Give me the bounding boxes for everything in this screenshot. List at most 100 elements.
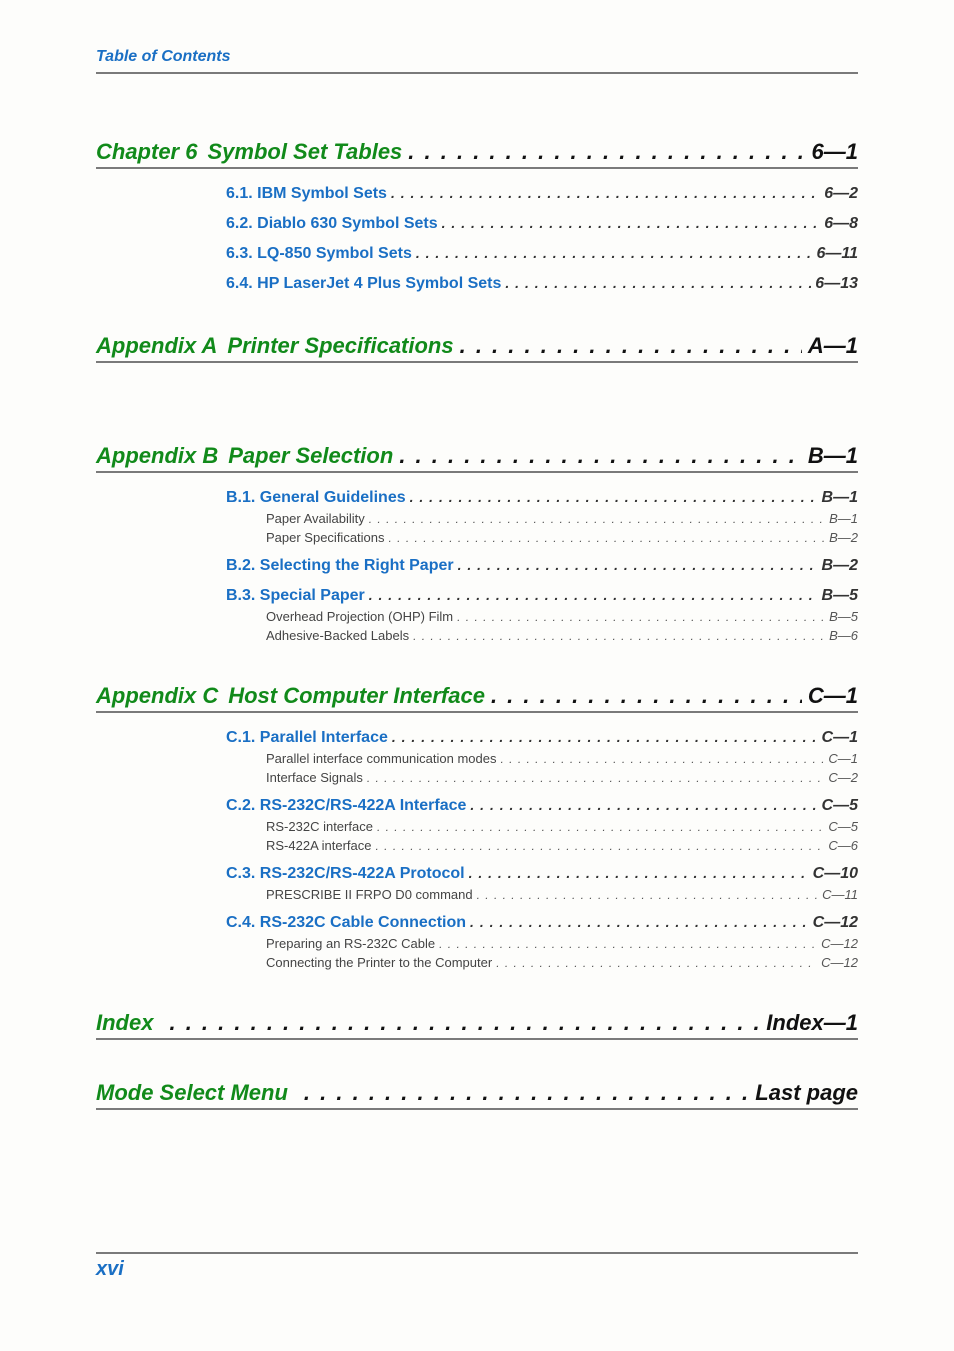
toc-subsub-list: RS-232C interface C—5 RS-422A interfaceC—6 bbox=[266, 819, 858, 853]
toc-section: Chapter 6Symbol Set Tables6—16.1. IBM Sy… bbox=[96, 139, 858, 293]
toc-leader-dots bbox=[416, 245, 813, 261]
toc-section-head[interactable]: Mode Select Menu Last page bbox=[96, 1080, 858, 1110]
toc-subsub-row[interactable]: Paper AvailabilityB—1 bbox=[266, 511, 858, 526]
toc-section-page: Index—1 bbox=[766, 1010, 858, 1036]
toc-subsub-page: C—11 bbox=[822, 887, 858, 902]
toc-section-page: 6—1 bbox=[812, 139, 858, 165]
toc-subsub-page: C—12 bbox=[821, 936, 858, 951]
toc-subsub-list: Parallel interface communication modes C—… bbox=[266, 751, 858, 785]
toc-sub-row[interactable]: 6.2. Diablo 630 Symbol Sets6—8 bbox=[226, 215, 858, 233]
toc-subsub-row[interactable]: Connecting the Printer to the Computer C—… bbox=[266, 955, 858, 970]
toc-sub-title: B.2. Selecting the Right Paper bbox=[226, 557, 454, 575]
toc-subsub-title: Connecting the Printer to the Computer bbox=[266, 955, 492, 970]
toc-sub-page: C—5 bbox=[822, 797, 858, 815]
footer: xvi bbox=[96, 1252, 858, 1281]
header-title: Table of Contents bbox=[96, 48, 858, 66]
toc-subsub-row[interactable]: Adhesive-Backed Labels B—6 bbox=[266, 628, 858, 643]
toc-subsub-title: RS-422A interface bbox=[266, 838, 372, 853]
toc-subsub-title: Parallel interface communication modes bbox=[266, 751, 497, 766]
toc-subsub-title: Adhesive-Backed Labels bbox=[266, 628, 409, 643]
toc-subsub-row[interactable]: PRESCRIBE II FRPO D0 command C—11 bbox=[266, 887, 858, 902]
toc-subsub-title: PRESCRIBE II FRPO D0 command bbox=[266, 887, 473, 902]
toc-sub-list: 6.1. IBM Symbol Sets 6—2 6.2. Diablo 630 S… bbox=[226, 185, 858, 293]
toc-subsub-page: C—5 bbox=[828, 819, 858, 834]
toc-section-prefix: Appendix A bbox=[96, 333, 217, 359]
toc-section-head[interactable]: Appendix C Host Computer Interface C—1 bbox=[96, 683, 858, 713]
toc-leader-dots bbox=[369, 512, 825, 526]
toc-subsub-row[interactable]: Parallel interface communication modes C—… bbox=[266, 751, 858, 766]
toc-leader-dots bbox=[491, 683, 802, 709]
toc-subsub-row[interactable]: Overhead Projection (OHP) FilmB—5 bbox=[266, 609, 858, 624]
toc-subsub-row[interactable]: Interface SignalsC—2 bbox=[266, 770, 858, 785]
toc-leader-dots bbox=[377, 820, 824, 834]
toc-subsub-list: Preparing an RS-232C CableC—12Connecting… bbox=[266, 936, 858, 970]
toc-section-page: Last page bbox=[755, 1080, 858, 1106]
toc-sub-row[interactable]: 6.4. HP LaserJet 4 Plus Symbol Sets6—13 bbox=[226, 275, 858, 293]
toc-section: IndexIndex—1 bbox=[96, 1010, 858, 1040]
toc-leader-dots bbox=[410, 489, 818, 505]
toc-subsub-row[interactable]: RS-232C interface C—5 bbox=[266, 819, 858, 834]
toc-sub-title: 6.1. IBM Symbol Sets bbox=[226, 185, 387, 203]
toc-subsub-page: B—6 bbox=[829, 628, 858, 643]
toc-sub-row[interactable]: C.2. RS-232C/RS-422A InterfaceC—5 bbox=[226, 797, 858, 815]
toc-sub-row[interactable]: C.3. RS-232C/RS-422A ProtocolC—10 bbox=[226, 865, 858, 883]
toc-sub-row[interactable]: 6.1. IBM Symbol Sets 6—2 bbox=[226, 185, 858, 203]
toc-leader-dots bbox=[408, 139, 805, 165]
toc-leader-dots bbox=[442, 215, 821, 231]
toc-sub-row[interactable]: 6.3. LQ-850 Symbol Sets6—11 bbox=[226, 245, 858, 263]
toc-subsub-title: Paper Specifications bbox=[266, 530, 385, 545]
toc-section-head[interactable]: Appendix APrinter SpecificationsA—1 bbox=[96, 333, 858, 363]
toc-leader-dots bbox=[477, 888, 818, 902]
toc-sub-page: 6—2 bbox=[824, 185, 858, 203]
toc-leader-dots bbox=[389, 531, 826, 545]
toc-leader-dots bbox=[470, 914, 809, 930]
toc-sub-title: C.4. RS-232C Cable Connection bbox=[226, 914, 466, 932]
toc-leader-dots bbox=[439, 937, 817, 951]
toc-section-page: C—1 bbox=[808, 683, 858, 709]
toc-section-head[interactable]: IndexIndex—1 bbox=[96, 1010, 858, 1040]
toc-subsub-title: Preparing an RS-232C Cable bbox=[266, 936, 435, 951]
toc-subsub-page: B—2 bbox=[829, 530, 858, 545]
toc-section-title: Host Computer Interface bbox=[228, 683, 485, 709]
toc-sub-title: C.3. RS-232C/RS-422A Protocol bbox=[226, 865, 465, 883]
toc-section-title: Symbol Set Tables bbox=[207, 139, 402, 165]
toc-subsub-title: Interface Signals bbox=[266, 770, 363, 785]
toc-subsub-row[interactable]: Preparing an RS-232C Cable C—12 bbox=[266, 936, 858, 951]
toc-sub-list: B.1. General GuidelinesB—1 Paper Availabi… bbox=[226, 489, 858, 643]
toc-sub-title: B.3. Special Paper bbox=[226, 587, 365, 605]
toc-sub-row[interactable]: B.2. Selecting the Right PaperB—2 bbox=[226, 557, 858, 575]
toc-sub-list: C.1. Parallel InterfaceC—1 Parallel inter… bbox=[226, 729, 858, 970]
toc-sub-title: 6.3. LQ-850 Symbol Sets bbox=[226, 245, 412, 263]
toc-sub-title: 6.4. HP LaserJet 4 Plus Symbol Sets bbox=[226, 275, 501, 293]
toc-leader-dots bbox=[496, 956, 817, 970]
toc-leader-dots bbox=[392, 729, 818, 745]
toc-section: Appendix BPaper SelectionB—1 B.1. General… bbox=[96, 443, 858, 643]
toc-sub-title: B.1. General Guidelines bbox=[226, 489, 406, 507]
table-of-contents: Chapter 6Symbol Set Tables6—16.1. IBM Sy… bbox=[96, 139, 858, 1110]
toc-section: Mode Select Menu Last page bbox=[96, 1080, 858, 1110]
toc-sub-page: C—12 bbox=[813, 914, 858, 932]
toc-section-prefix: Mode Select Menu bbox=[96, 1080, 288, 1106]
toc-sub-row[interactable]: B.1. General GuidelinesB—1 bbox=[226, 489, 858, 507]
toc-sub-row[interactable]: C.4. RS-232C Cable Connection C—12 bbox=[226, 914, 858, 932]
toc-subsub-list: Overhead Projection (OHP) FilmB—5 Adhesiv… bbox=[266, 609, 858, 643]
toc-section-head[interactable]: Appendix BPaper SelectionB—1 bbox=[96, 443, 858, 473]
toc-leader-dots bbox=[460, 333, 802, 359]
toc-subsub-page: C—12 bbox=[821, 955, 858, 970]
toc-section-title: Paper Selection bbox=[228, 443, 393, 469]
toc-section-head[interactable]: Chapter 6Symbol Set Tables6—1 bbox=[96, 139, 858, 169]
toc-sub-page: C—1 bbox=[822, 729, 858, 747]
toc-subsub-row[interactable]: RS-422A interfaceC—6 bbox=[266, 838, 858, 853]
toc-subsub-row[interactable]: Paper Specifications B—2 bbox=[266, 530, 858, 545]
page-number: xvi bbox=[96, 1258, 858, 1281]
toc-section-prefix: Appendix C bbox=[96, 683, 218, 709]
toc-subsub-title: Overhead Projection (OHP) Film bbox=[266, 609, 453, 624]
toc-subsub-list: Paper AvailabilityB—1 Paper Specification… bbox=[266, 511, 858, 545]
toc-sub-row[interactable]: B.3. Special PaperB—5 bbox=[226, 587, 858, 605]
toc-sub-title: 6.2. Diablo 630 Symbol Sets bbox=[226, 215, 438, 233]
toc-subsub-title: RS-232C interface bbox=[266, 819, 373, 834]
toc-subsub-page: C—1 bbox=[828, 751, 858, 766]
toc-leader-dots bbox=[505, 275, 811, 291]
toc-sub-row[interactable]: C.1. Parallel InterfaceC—1 bbox=[226, 729, 858, 747]
toc-leader-dots bbox=[399, 443, 802, 469]
